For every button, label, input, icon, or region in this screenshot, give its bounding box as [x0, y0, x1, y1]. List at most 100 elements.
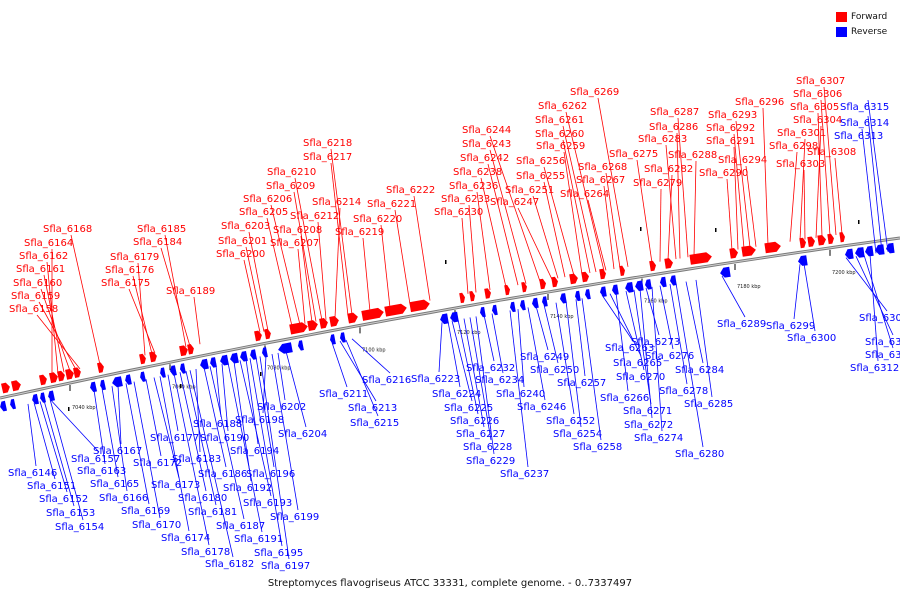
leader-line: [469, 317, 492, 441]
gene-label: Sfla_6298: [769, 141, 818, 152]
forward-gene: [97, 362, 104, 373]
forward-gene: [551, 276, 558, 288]
leader-line: [562, 125, 597, 273]
forward-gene: [73, 367, 81, 378]
gene-label: Sfla_6216: [362, 375, 411, 386]
forward-gene: [599, 268, 606, 280]
forward-gene: [149, 351, 157, 363]
gene-label: Sfla_6236: [449, 181, 498, 192]
gene-label: Sfla_6228: [463, 442, 512, 453]
gene-label: Sfla_6266: [600, 393, 649, 404]
reverse-gene: [492, 304, 498, 316]
leader-line: [543, 181, 566, 278]
gene-label: Sfla_6205: [239, 207, 288, 218]
gene-label: Sfla_6229: [466, 456, 515, 467]
leader-line: [413, 195, 431, 301]
leader-line: [285, 351, 307, 428]
gene-label: Sfla_6151: [27, 481, 76, 492]
gene-label: Sfla_6312: [850, 363, 899, 374]
leader-line: [297, 248, 306, 324]
forward-gene: [254, 330, 262, 342]
leader-line: [137, 262, 146, 356]
gene-label: Sfla_6181: [188, 507, 237, 518]
leader-line: [101, 388, 119, 478]
leader-line: [587, 199, 607, 271]
leader-line: [863, 254, 894, 349]
leader-line: [845, 257, 888, 312]
leader-line: [461, 217, 469, 294]
legend-forward: Forward: [836, 9, 892, 24]
gene-label: Sfla_6309: [859, 313, 900, 324]
gene-label: Sfla_6259: [536, 141, 585, 152]
reverse-gene: [0, 400, 8, 412]
forward-gene: [187, 344, 194, 355]
gene-label: Sfla_6179: [110, 252, 159, 263]
reverse-gene: [855, 247, 865, 258]
leader-line: [249, 358, 283, 547]
leader-line: [543, 166, 575, 276]
gene-label: Sfla_6191: [234, 534, 283, 545]
leader-line: [70, 234, 101, 365]
leader-line: [39, 401, 68, 493]
genome-caption: Streptomyces flavogriseus ATCC 33331, co…: [267, 578, 633, 589]
gene-label: Sfla_6169: [121, 506, 170, 517]
leader-line: [483, 314, 495, 362]
gene-label: Sfla_6146: [8, 468, 57, 479]
forward-gene: [264, 328, 271, 340]
leader-line: [633, 289, 652, 405]
gene-label: Sfla_6286: [649, 122, 698, 133]
reverse-gene: [585, 289, 591, 300]
leader-line: [861, 128, 877, 254]
gene-label: Sfla_6301: [777, 128, 826, 139]
gene-label: Sfla_6198: [235, 415, 284, 426]
reverse-gene: [170, 365, 177, 376]
gene-label: Sfla_6200: [216, 249, 265, 260]
reverse-gene: [450, 311, 459, 323]
forward-gene: [179, 345, 188, 357]
gene-label: Sfla_6222: [386, 185, 435, 196]
gene-label: Sfla_6255: [516, 171, 565, 182]
reverse-gene: [240, 351, 248, 362]
leader-line: [179, 372, 207, 492]
gene-label: Sfla_6212: [290, 211, 339, 222]
gene-label: Sfla_6199: [270, 512, 319, 523]
legend: Forward Reverse: [836, 9, 892, 39]
reverse-gene: [520, 300, 526, 311]
gene-label: Sfla_6225: [444, 403, 493, 414]
gene-label: Sfla_6264: [560, 189, 609, 200]
forward-gene: [57, 370, 65, 382]
leader-line: [255, 357, 275, 468]
leader-line: [869, 254, 879, 362]
feature-mark: [445, 260, 447, 264]
feature-mark: [640, 227, 642, 231]
leader-line: [447, 321, 461, 388]
gene-label: Sfla_6314: [840, 118, 889, 129]
legend-forward-label: Forward: [851, 11, 888, 22]
leader-line: [726, 178, 733, 251]
reverse-gene: [480, 306, 486, 318]
gene-label: Sfla_6237: [500, 469, 549, 480]
gene-label: Sfla_6308: [807, 147, 856, 158]
gene-label: Sfla_6183: [172, 454, 221, 465]
gene-label: Sfla_6163: [77, 466, 126, 477]
gene-label: Sfla_6202: [257, 402, 306, 413]
leader-line: [209, 366, 245, 520]
reverse-gene: [798, 255, 808, 266]
leader-line: [597, 97, 629, 267]
forward-gene: [49, 372, 58, 384]
gene-label: Sfla_6206: [243, 194, 292, 205]
leader-line: [132, 275, 153, 355]
forward-gene: [289, 322, 308, 335]
gene-label: Sfla_6167: [93, 446, 142, 457]
leader-line: [685, 281, 704, 364]
gene-label: Sfla_6249: [520, 352, 569, 363]
forward-gene: [827, 233, 834, 245]
leader-line: [820, 99, 831, 236]
gene-label: Sfla_6258: [573, 442, 622, 453]
leader-line: [380, 224, 391, 308]
reverse-gene: [250, 349, 257, 360]
gene-label: Sfla_6196: [246, 469, 295, 480]
leader-line: [677, 117, 689, 258]
reverse-gene: [298, 340, 304, 351]
gene-label: Sfla_6240: [496, 389, 545, 400]
